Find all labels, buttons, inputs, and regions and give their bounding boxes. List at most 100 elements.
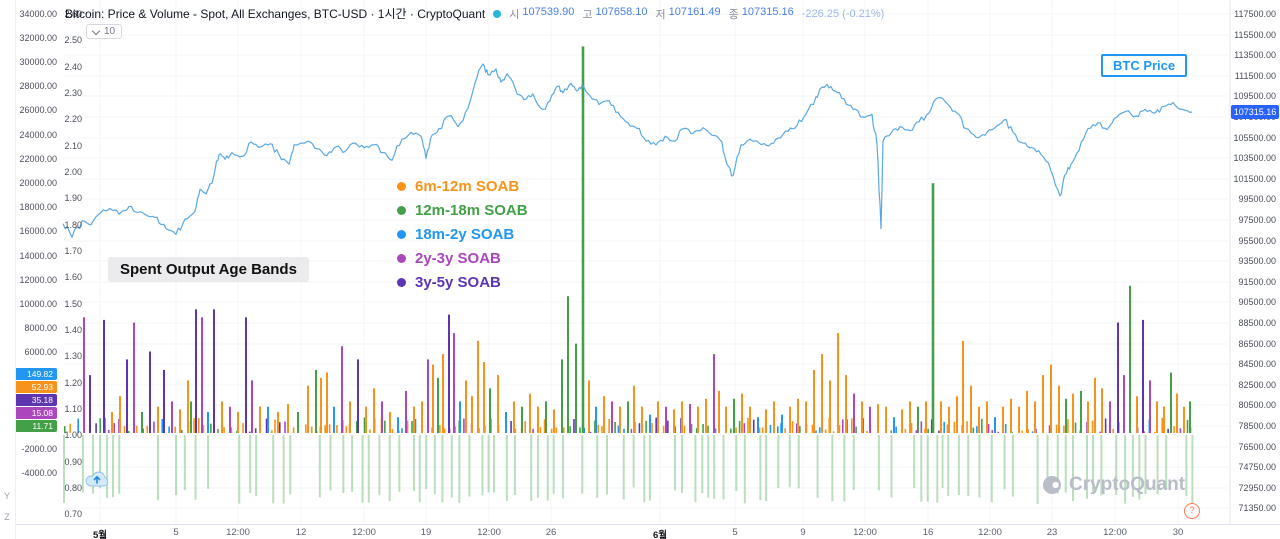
price-axis-label: 111500.00 — [1234, 71, 1276, 81]
price-axis-label: 82500.00 — [1238, 380, 1276, 390]
time-axis-label: 5 — [173, 527, 179, 538]
low-value: 107161.49 — [668, 5, 721, 18]
price-axis-label: 80500.00 — [1238, 400, 1276, 410]
series-legend: 6m-12m SOAB 12m-18m SOAB 18m-2y SOAB 2y-… — [397, 174, 528, 294]
price-axis-label: 74750.00 — [1238, 462, 1276, 472]
watermark-text: CryptoQuant — [1069, 474, 1186, 495]
ratio-axis-label: 0.80 — [64, 483, 82, 493]
price-axis-label: 113500.00 — [1234, 50, 1276, 60]
time-axis-label: 12:00 — [226, 527, 250, 538]
ratio-axis-label: 2.40 — [64, 62, 82, 72]
price-axis-label: 78500.00 — [1238, 421, 1276, 431]
last-price-badge: 107315.16 — [1231, 105, 1279, 119]
high-label: 고 — [582, 8, 593, 21]
volume-axis-label: 14000.00 — [19, 251, 57, 261]
change-value: -226.25 (-0.21%) — [801, 7, 885, 20]
price-axis-label: 93500.00 — [1238, 256, 1276, 266]
series-color-dot — [397, 205, 406, 215]
chart-title: Bitcoin: Price & Volume - Spot, All Exch… — [65, 7, 486, 21]
ratio-axis-label: 1.30 — [64, 351, 82, 361]
legend-label: 18m-2y SOAB — [415, 225, 515, 243]
price-axis-label: 71350.00 — [1238, 503, 1276, 513]
left-volume-scale[interactable]: 34000.00 32000.00 30000.00 28000.00 26000.00… — [15, 0, 59, 524]
time-axis[interactable]: 5월 5 12:00 12 12:00 19 12:00 26 6월 5 9 12:00 16 12:00… — [0, 524, 1280, 539]
low-label: 저 — [655, 8, 666, 21]
cloud-upload-icon[interactable] — [84, 469, 110, 494]
volume-axis-label: 12000.00 — [19, 275, 57, 285]
volume-axis-label: 16000.00 — [19, 226, 57, 236]
ratio-axis-label: 0.70 — [64, 509, 82, 519]
chevron-down-icon — [91, 26, 101, 35]
close-value: 107315.16 — [741, 5, 794, 18]
price-axis-label: 103500.00 — [1233, 153, 1276, 163]
price-axis-label: 72950.00 — [1238, 483, 1276, 493]
legend-item: 18m-2y SOAB — [397, 222, 528, 246]
negative-volume-bars — [63, 435, 1194, 504]
chart-title-label: Spent Output Age Bands — [108, 257, 309, 282]
cryptoquant-logo-icon — [1043, 476, 1061, 494]
price-axis-label: 105500.00 — [1233, 133, 1276, 143]
volume-axis-label: 32000.00 — [19, 33, 57, 43]
volume-axis-label: 28000.00 — [19, 81, 57, 91]
series-value-badge: 35.18 — [14, 394, 57, 406]
ratio-axis-label: 2.00 — [64, 167, 82, 177]
price-axis-label: 90500.00 — [1238, 297, 1276, 307]
series-value-badge: 149.82 — [14, 368, 57, 380]
volume-axis-label: 30000.00 — [19, 57, 57, 67]
legend-label: 3y-5y SOAB — [415, 273, 501, 291]
time-axis-label: 12:00 — [853, 527, 877, 538]
legend-label: 12m-18m SOAB — [415, 201, 528, 219]
legend-item: 3y-5y SOAB — [397, 270, 528, 294]
series-color-dot — [397, 181, 406, 191]
volume-axis-label: 22000.00 — [19, 154, 57, 164]
time-axis-label: 5월 — [92, 530, 108, 539]
soab-spikes — [83, 46, 1191, 434]
legend-item: 6m-12m SOAB — [397, 174, 528, 198]
ratio-axis-label: 0.90 — [64, 457, 82, 467]
right-price-scale[interactable]: 117500.00 115500.00 113500.00 111500.00 1095… — [1232, 0, 1278, 524]
ratio-axis-label: 1.50 — [64, 299, 82, 309]
time-axis-label: 26 — [545, 527, 557, 538]
price-axis-label: 91500.00 — [1238, 277, 1276, 287]
ratio-axis-label: 1.00 — [64, 430, 82, 440]
ratio-axis-label: 2.30 — [64, 88, 82, 98]
volume-axis-label: 6000.00 — [24, 347, 57, 357]
legend-item: 2y-3y SOAB — [397, 246, 528, 270]
chart-header: Bitcoin: Price & Volume - Spot, All Exch… — [65, 5, 884, 22]
time-axis-label: 12:00 — [1103, 527, 1127, 538]
price-axis-label: 88500.00 — [1238, 318, 1276, 328]
time-axis-label: 30 — [1172, 527, 1184, 538]
ratio-axis-label: 1.10 — [64, 404, 82, 414]
series-status-dot-icon — [493, 9, 502, 18]
ohlc-close: 종 107315.16 — [729, 6, 794, 22]
price-axis-label: 97500.00 — [1238, 215, 1276, 225]
left-ratio-scale[interactable]: 2.60 2.50 2.40 2.30 2.20 2.10 2.00 1.90 1.80 1.70… — [61, 0, 84, 524]
ratio-axis-label: 1.70 — [64, 246, 82, 256]
time-axis-label: 5 — [732, 527, 738, 538]
price-axis-label: 117500.00 — [1234, 9, 1276, 19]
watermark: CryptoQuant — [1042, 474, 1185, 496]
ohlc-low: 저 107161.49 — [656, 6, 721, 22]
ratio-axis-label: 2.10 — [64, 141, 82, 151]
indicator-collapse-dropdown[interactable]: 10 — [86, 24, 123, 39]
open-label: 시 — [509, 8, 520, 21]
left-toolbar-strip: Y Z — [0, 0, 16, 539]
time-axis-label: 9 — [800, 527, 806, 538]
series-value-badge: 11.71 — [14, 420, 57, 432]
help-icon[interactable]: ? — [1184, 503, 1200, 519]
open-value: 107539.90 — [522, 5, 575, 18]
ohlc-high: 고 107658.10 — [582, 6, 647, 22]
price-axis-label: 86500.00 — [1238, 339, 1276, 349]
series-value-badge: 15.08 — [14, 407, 57, 419]
time-axis-label: 6월 — [652, 530, 668, 539]
time-axis-label: 12:00 — [978, 527, 1002, 538]
time-axis-label: 16 — [922, 527, 934, 538]
ratio-axis-label: 1.80 — [64, 220, 82, 230]
time-axis-label: 12 — [295, 527, 307, 538]
toolbar-letter-y: Y — [3, 491, 10, 501]
ratio-axis-label: 2.60 — [64, 9, 82, 19]
ratio-axis-label: 2.50 — [64, 35, 82, 45]
close-label: 종 — [728, 8, 739, 21]
volume-axis-label: 20000.00 — [19, 178, 57, 188]
